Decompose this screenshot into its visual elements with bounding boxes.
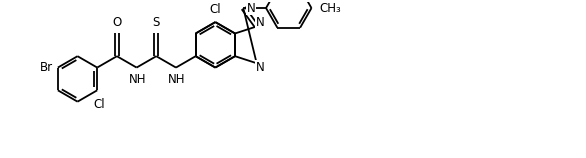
Text: O: O <box>113 15 121 29</box>
Text: S: S <box>152 15 160 29</box>
Text: NH: NH <box>168 73 186 85</box>
Text: CH₃: CH₃ <box>319 2 341 15</box>
Text: NH: NH <box>129 73 146 85</box>
Text: N: N <box>247 2 255 15</box>
Text: N: N <box>256 61 265 74</box>
Text: Cl: Cl <box>93 98 105 111</box>
Text: N: N <box>256 16 265 29</box>
Text: Br: Br <box>40 61 53 74</box>
Text: Cl: Cl <box>210 3 221 16</box>
